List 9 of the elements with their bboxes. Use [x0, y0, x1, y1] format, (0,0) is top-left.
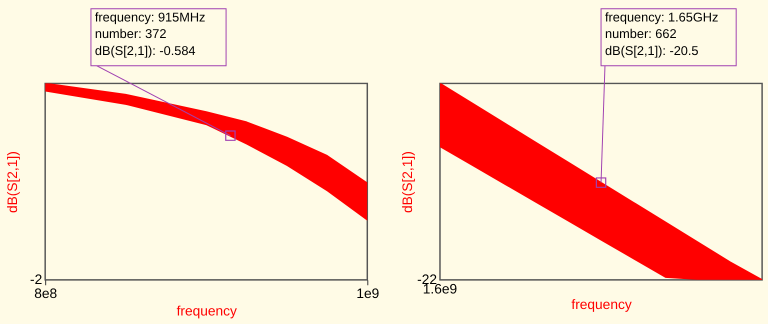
- text: frequency: 915MHz number: 372 dB(S[2,1]): -0.584: [94, 10, 206, 58]
- y-axis-title: dB(S[2,1]): [400, 151, 415, 214]
- x-axis-title: frequency: [176, 304, 238, 319]
- x-axis-title: frequency: [571, 296, 632, 312]
- x-tick-label: 1e9: [356, 286, 380, 302]
- x-tick-label: 8e8: [34, 286, 58, 302]
- text: frequency: 1.65GHz number: 662 dB(S[2,1]): -20.5: [604, 10, 718, 58]
- text: -2: [30, 272, 42, 287]
- y-axis-title: dB(S[2,1]): [5, 151, 20, 214]
